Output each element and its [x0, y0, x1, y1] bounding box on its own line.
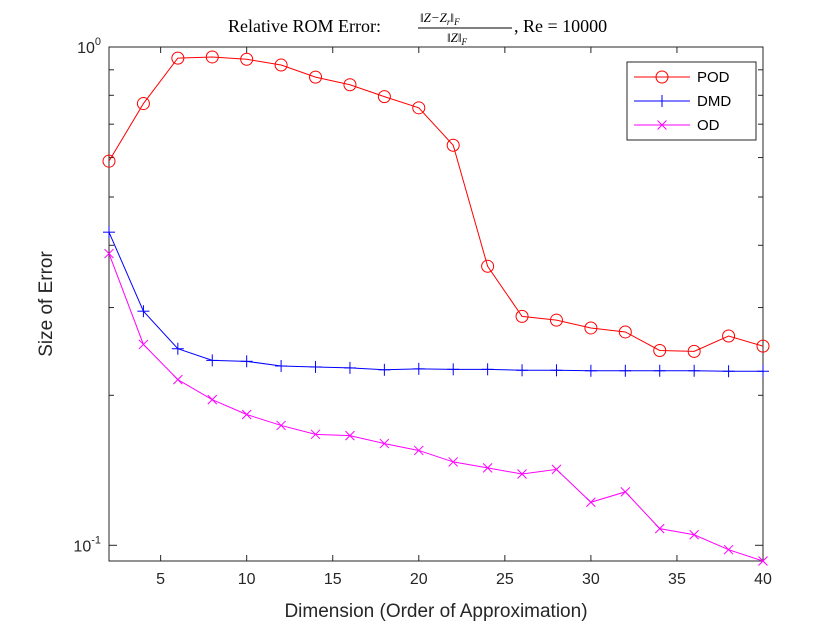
data-point-pod — [377, 90, 391, 104]
title-prefix: Relative ROM Error: — [228, 16, 381, 36]
series-layer — [102, 50, 770, 566]
data-point-pod — [549, 313, 563, 327]
data-point-pod — [687, 344, 701, 358]
data-point-pod — [102, 154, 116, 168]
data-point-pod — [136, 97, 150, 111]
data-point-dmd — [653, 364, 666, 377]
x-tick-label: 20 — [410, 571, 428, 588]
data-point-od — [586, 497, 596, 508]
legend-label-od: OD — [697, 117, 720, 134]
legend-marker-dmd — [656, 95, 668, 107]
data-point-dmd — [481, 363, 494, 376]
data-point-pod — [446, 138, 460, 152]
data-point-dmd — [757, 365, 769, 378]
data-point-dmd — [171, 342, 184, 355]
data-point-od — [276, 420, 286, 431]
data-point-pod — [515, 309, 529, 323]
y-tick-label: 10-1 — [73, 534, 101, 555]
data-point-dmd — [550, 364, 563, 377]
legend-label-pod: POD — [697, 69, 730, 86]
data-point-od — [517, 469, 527, 479]
data-point-od — [413, 445, 424, 456]
data-point-od — [654, 523, 665, 534]
data-point-dmd — [137, 305, 150, 318]
data-point-dmd — [103, 226, 115, 239]
data-point-dmd — [516, 364, 529, 377]
legend-label-dmd: DMD — [697, 93, 731, 110]
data-point-pod — [240, 52, 254, 66]
data-point-dmd — [722, 365, 735, 378]
data-point-dmd — [206, 354, 219, 367]
data-point-pod — [722, 329, 736, 343]
data-point-pod — [618, 325, 632, 339]
x-tick-label: 10 — [238, 571, 256, 588]
title-suffix: , Re = 10000 — [514, 16, 607, 36]
series-line-od — [108, 253, 764, 562]
data-point-od — [138, 339, 149, 350]
data-point-od — [207, 394, 218, 405]
data-point-dmd — [275, 359, 288, 372]
x-tick-label: 30 — [582, 571, 600, 588]
data-point-dmd — [688, 364, 701, 377]
data-point-dmd — [343, 361, 356, 374]
data-point-pod — [343, 78, 357, 92]
data-point-pod — [274, 58, 288, 72]
data-point-pod — [756, 339, 770, 353]
data-point-od — [482, 463, 493, 473]
data-point-dmd — [619, 364, 632, 377]
data-point-dmd — [412, 362, 425, 375]
data-point-pod — [205, 50, 219, 64]
x-tick-label: 35 — [668, 571, 686, 588]
data-point-od — [758, 556, 768, 566]
legend-marker-od — [657, 120, 667, 130]
data-point-pod — [309, 70, 323, 84]
data-point-od — [310, 429, 321, 440]
title-denominator: ‖Z‖F — [447, 30, 468, 47]
legend-marker-pod — [655, 70, 669, 84]
data-point-od — [379, 438, 390, 449]
data-point-dmd — [584, 364, 597, 377]
y-tick-label: 100 — [77, 36, 101, 57]
data-point-od — [172, 374, 183, 385]
data-point-pod — [653, 343, 667, 357]
data-point-od — [448, 457, 459, 467]
data-point-dmd — [447, 363, 460, 376]
data-point-dmd — [240, 355, 253, 368]
x-axis-label: Dimension (Order of Approximation) — [284, 601, 587, 622]
data-point-pod — [481, 259, 495, 273]
data-point-pod — [171, 51, 185, 65]
x-tick-label: 15 — [324, 571, 342, 588]
data-point-od — [723, 544, 734, 555]
chart-title: Relative ROM Error: ‖Z−Zr‖F ‖Z‖F , Re = … — [228, 10, 607, 47]
data-point-dmd — [309, 360, 322, 373]
x-tick-label: 5 — [156, 571, 165, 588]
data-point-od — [620, 487, 631, 497]
legend: POD DMD OD — [626, 61, 757, 141]
data-point-od — [551, 464, 562, 475]
data-point-od — [345, 430, 355, 441]
data-point-od — [689, 529, 700, 540]
data-point-dmd — [378, 363, 391, 376]
data-point-pod — [412, 101, 426, 115]
title-numerator: ‖Z−Zr‖F — [420, 10, 460, 27]
x-tick-label: 25 — [496, 571, 514, 588]
data-point-pod — [584, 321, 598, 335]
axis-ticks: 5 10 15 20 25 30 35 40 10-1 100 — [73, 36, 772, 588]
y-axis-label: Size of Error — [36, 251, 57, 357]
data-point-od — [104, 248, 114, 259]
data-point-od — [241, 409, 252, 420]
x-tick-label: 40 — [754, 571, 772, 588]
